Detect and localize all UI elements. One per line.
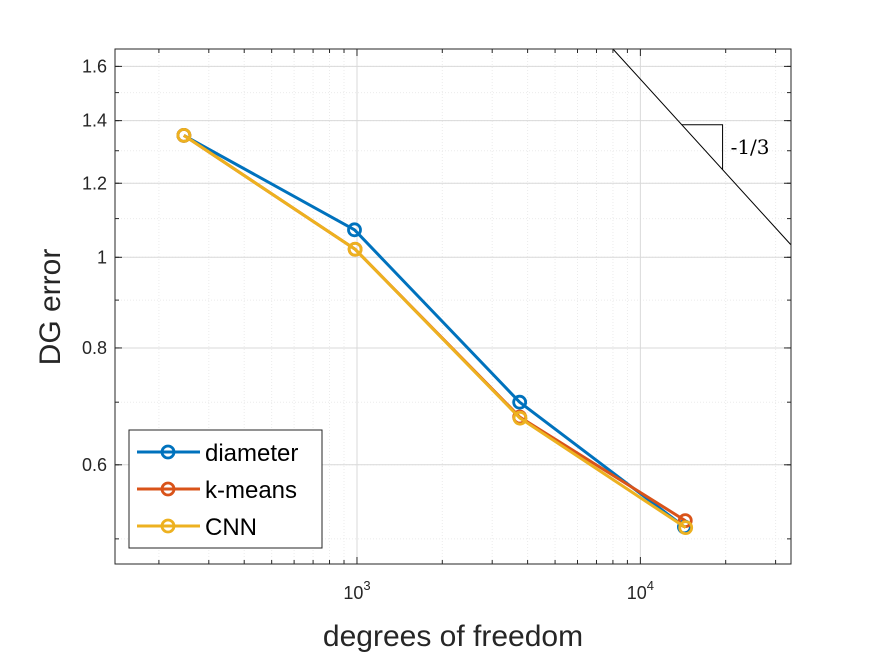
- series-line-diameter: [183, 134, 686, 529]
- data-point-diameter: [347, 222, 362, 238]
- data-point-CNN: [512, 410, 528, 426]
- legend-label-diameter: diameter: [205, 440, 298, 467]
- reference-slope-line: [612, 48, 792, 246]
- data-point-CNN: [176, 128, 192, 143]
- legend-marker-diameter: [160, 444, 176, 460]
- y-tick-label: 1: [97, 247, 107, 267]
- x-tick-label: 104: [627, 578, 654, 603]
- legend-marker-k-means: [160, 481, 176, 497]
- x-tick-labels: 103 104: [343, 578, 654, 603]
- slope-label: -1/3: [731, 135, 770, 159]
- data-point-diameter: [512, 394, 528, 410]
- plot-border: [114, 48, 792, 565]
- y-tick-label: 0.8: [82, 338, 107, 358]
- y-tick-labels: 0.6 0.8 1 1.2 1.4 1.6: [82, 56, 107, 474]
- data-point-CNN: [347, 241, 363, 257]
- x-axis-title: degrees of freedom: [323, 620, 583, 653]
- series-lines: [176, 128, 694, 536]
- slope-triangle: [681, 124, 724, 170]
- data-point-CNN: [678, 520, 694, 536]
- reference-slope: -1/3: [612, 48, 792, 246]
- axis-ticks: [115, 49, 791, 564]
- legend-label-k-means: k-means: [205, 477, 297, 504]
- y-tick-label: 0.6: [82, 455, 107, 475]
- y-axis-title: DG error: [34, 249, 67, 366]
- y-tick-label: 1.4: [82, 111, 107, 131]
- legend: diameter k-means CNN: [128, 429, 323, 549]
- legend-marker-CNN: [160, 518, 176, 534]
- y-tick-label: 1.6: [82, 56, 107, 76]
- series-line-CNN: [183, 134, 687, 529]
- legend-label-CNN: CNN: [205, 514, 257, 541]
- x-tick-label: 103: [343, 578, 370, 603]
- y-tick-label: 1.2: [82, 173, 107, 193]
- major-grid: [115, 49, 791, 564]
